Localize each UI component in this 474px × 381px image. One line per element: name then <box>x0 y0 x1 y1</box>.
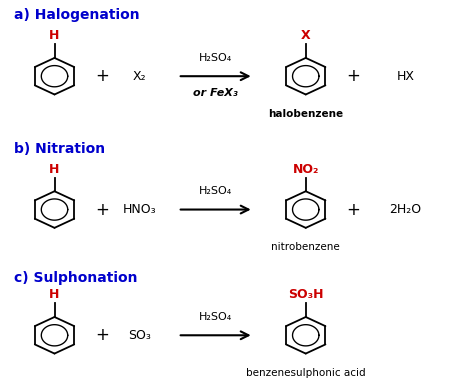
Text: +: + <box>95 326 109 344</box>
Text: H₂SO₄: H₂SO₄ <box>199 186 232 196</box>
Text: HX: HX <box>396 70 414 83</box>
Text: H: H <box>49 29 60 42</box>
Text: benzenesulphonic acid: benzenesulphonic acid <box>246 368 365 378</box>
Text: nitrobenzene: nitrobenzene <box>271 242 340 252</box>
Text: b) Nitration: b) Nitration <box>14 142 105 155</box>
Text: SO₃: SO₃ <box>128 329 151 342</box>
Text: 2H₂O: 2H₂O <box>389 203 421 216</box>
Text: +: + <box>346 200 360 219</box>
Text: +: + <box>95 67 109 85</box>
Text: or FeX₃: or FeX₃ <box>193 88 238 98</box>
Text: c) Sulphonation: c) Sulphonation <box>14 271 138 285</box>
Text: NO₂: NO₂ <box>292 163 319 176</box>
Text: H₂SO₄: H₂SO₄ <box>199 53 232 63</box>
Text: H: H <box>49 288 60 301</box>
Text: halobenzene: halobenzene <box>268 109 343 119</box>
Text: X: X <box>301 29 310 42</box>
Text: SO₃H: SO₃H <box>288 288 323 301</box>
Text: X₂: X₂ <box>133 70 146 83</box>
Text: a) Halogenation: a) Halogenation <box>14 8 140 22</box>
Text: +: + <box>346 67 360 85</box>
Text: H: H <box>49 163 60 176</box>
Text: HNO₃: HNO₃ <box>123 203 156 216</box>
Text: H₂SO₄: H₂SO₄ <box>199 312 232 322</box>
Text: +: + <box>95 200 109 219</box>
